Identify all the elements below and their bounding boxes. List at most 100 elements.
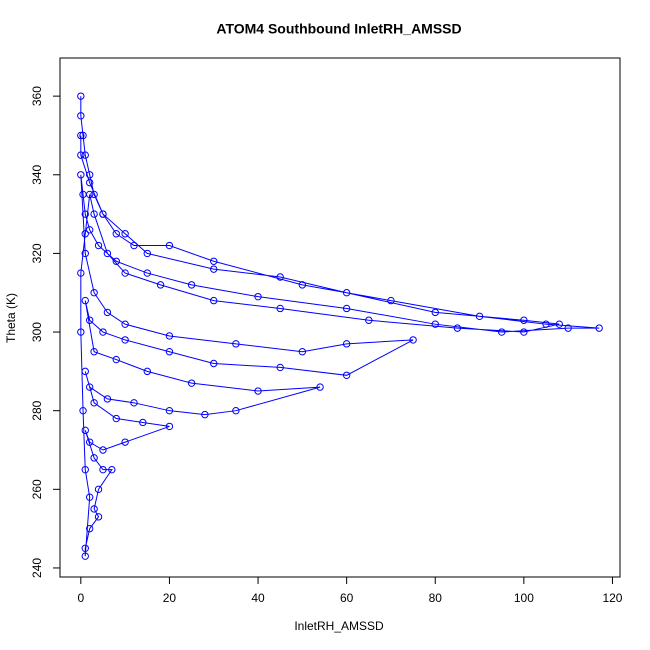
y-tick-label: 360	[30, 86, 44, 106]
point	[121, 438, 129, 446]
x-tick-label: 20	[163, 591, 177, 605]
point	[342, 340, 351, 348]
point	[431, 308, 439, 317]
point	[81, 249, 89, 258]
x-tick-label: 40	[251, 591, 265, 605]
x-tick-label: 80	[429, 591, 443, 605]
point	[121, 269, 129, 277]
point	[103, 395, 112, 403]
point	[81, 296, 89, 305]
point	[90, 190, 98, 199]
point	[232, 406, 240, 415]
point	[112, 414, 120, 423]
point	[520, 316, 528, 324]
point	[143, 367, 151, 376]
y-tick-label: 340	[30, 164, 44, 184]
point	[77, 151, 85, 159]
point	[79, 406, 87, 415]
point	[99, 328, 107, 336]
point	[498, 328, 506, 336]
point	[121, 230, 129, 238]
point	[81, 544, 89, 552]
y-tick-label: 300	[30, 322, 44, 342]
point	[112, 230, 120, 238]
point	[201, 410, 209, 419]
point	[130, 399, 138, 407]
point	[90, 348, 98, 356]
point	[85, 190, 94, 199]
point	[143, 249, 151, 258]
y-tick-label: 320	[30, 243, 44, 263]
point	[165, 348, 174, 356]
y-tick-label: 260	[30, 479, 44, 499]
point	[85, 316, 94, 324]
plot-frame	[59, 57, 621, 578]
point	[316, 383, 324, 391]
point	[77, 171, 85, 179]
point	[94, 485, 103, 494]
point	[254, 387, 262, 395]
point	[90, 505, 98, 513]
point	[81, 426, 89, 435]
point	[210, 359, 218, 368]
point	[81, 465, 89, 474]
point	[298, 281, 307, 289]
point	[85, 178, 94, 187]
point	[210, 265, 218, 273]
point	[453, 324, 462, 332]
y-tick-label: 240	[30, 558, 44, 578]
point	[342, 289, 351, 297]
point	[103, 308, 112, 317]
x-tick-label: 0	[77, 591, 84, 605]
point	[90, 399, 98, 407]
point	[85, 438, 94, 446]
point	[187, 281, 196, 289]
point	[139, 418, 147, 427]
point	[90, 210, 98, 218]
point	[156, 281, 165, 289]
point	[165, 422, 174, 431]
point	[99, 465, 107, 474]
point	[130, 241, 138, 250]
point	[99, 446, 107, 454]
point	[564, 324, 572, 332]
point	[77, 328, 85, 336]
x-tick-label: 100	[514, 591, 534, 605]
point	[85, 383, 94, 391]
point	[431, 320, 439, 328]
point	[90, 289, 98, 297]
point	[165, 241, 174, 250]
point	[90, 454, 98, 462]
point	[342, 371, 351, 379]
point	[121, 320, 129, 328]
point	[79, 131, 87, 140]
point	[276, 273, 284, 281]
x-axis-label: InletRH_AMSSD	[294, 619, 384, 633]
point	[85, 171, 94, 179]
point	[165, 332, 174, 340]
point	[81, 210, 89, 218]
point	[342, 304, 351, 313]
x-tick-label: 60	[340, 591, 354, 605]
point	[77, 92, 85, 100]
point	[94, 513, 103, 521]
point	[85, 226, 94, 234]
point	[298, 348, 307, 356]
point	[108, 465, 116, 474]
point	[103, 249, 112, 258]
point	[276, 363, 284, 372]
point	[81, 230, 89, 238]
point	[81, 552, 89, 560]
point	[94, 241, 103, 250]
point	[555, 320, 564, 328]
chart-title: ATOM4 Southbound InletRH_AMSSD	[216, 21, 461, 37]
point	[595, 324, 603, 332]
point	[387, 296, 395, 305]
point	[112, 257, 120, 265]
point	[77, 112, 85, 120]
point	[81, 151, 89, 159]
point	[409, 336, 417, 344]
point	[121, 336, 129, 344]
point	[542, 320, 550, 328]
point	[165, 406, 174, 415]
